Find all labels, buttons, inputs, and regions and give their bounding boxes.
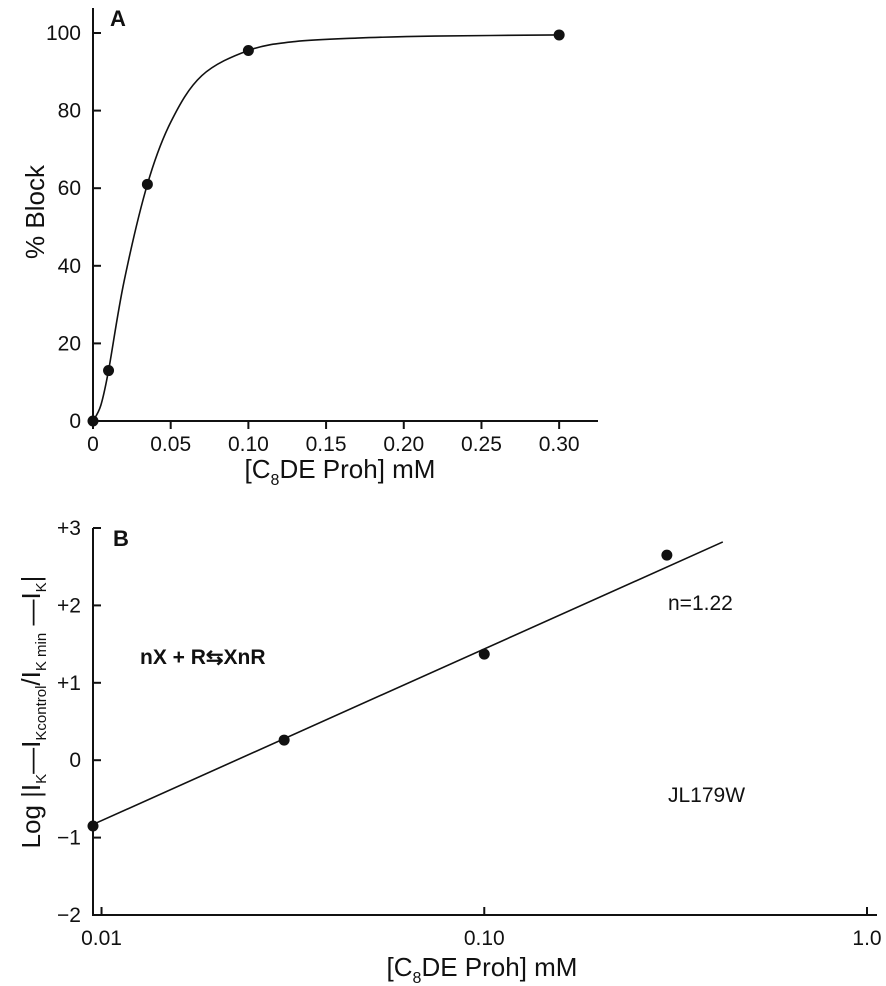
panel-a-x-tick-label: 0.15	[306, 433, 347, 456]
panel-b-axes	[92, 528, 877, 916]
panel-a-x-tick-label: 0.10	[228, 433, 269, 456]
reaction-equation: nX + R⇆XnR	[140, 646, 266, 669]
panel-b-label: B	[113, 526, 129, 551]
panel-a-data-point	[87, 415, 99, 427]
panel-a-points	[87, 29, 565, 427]
panel-a-y-tick-label: 100	[46, 22, 81, 45]
panel-b-data-point	[478, 648, 490, 660]
panel-b-y-tick-label: +2	[57, 594, 81, 617]
panel-a-data-point	[103, 365, 115, 377]
panel-a-y-tick-label: 80	[58, 100, 81, 123]
panel-b-y-tick-label: +1	[57, 672, 81, 695]
panel-a-y-tick-label: 20	[58, 332, 81, 355]
panel-b-x-ticks: 0.01 0.10 1.0	[81, 907, 882, 950]
panel-b-points	[87, 549, 673, 832]
panel-b: B 0.01 0.10 1.0 −2 −1 0 +1 +2 +3 nX + R⇆XnR n=1…	[16, 517, 882, 986]
panel-b-y-tick-label: 0	[69, 749, 81, 772]
panel-b-y-tick-label: +3	[57, 517, 81, 540]
panel-a-y-tick-label: 60	[58, 177, 81, 200]
panel-a-fit-curve	[92, 34, 560, 422]
panel-b-y-axis-label: Log |IK—IKcontrol/IK min —IK|	[16, 576, 50, 849]
panel-a-y-axis-label: % Block	[20, 164, 50, 259]
slope-annotation: n=1.22	[668, 592, 733, 615]
panel-a-x-tick-label: 0	[87, 433, 99, 456]
experiment-id: JL179W	[668, 784, 745, 807]
panel-b-y-tick-label: −1	[57, 827, 81, 850]
panel-a-y-tick-label: 40	[58, 255, 81, 278]
panel-a-x-tick-label: 0.20	[383, 433, 424, 456]
panel-a-data-point	[242, 44, 254, 56]
panel-b-data-point	[661, 549, 673, 561]
panel-b-fit-line	[92, 541, 724, 826]
panel-a-x-tick-label: 0.30	[539, 433, 580, 456]
panel-a-x-tick-label: 0.25	[461, 433, 502, 456]
panel-b-data-point	[278, 734, 290, 746]
panel-a-y-tick-label: 0	[69, 410, 81, 433]
panel-a-x-axis-label: [C8DE Proh] mM	[245, 454, 436, 489]
panel-a-y-ticks: 0 20 40 60 80 100	[46, 22, 101, 433]
panel-b-x-axis-label: [C8DE Proh] mM	[387, 952, 578, 986]
panel-a-data-point	[141, 178, 153, 190]
panel-a-x-ticks: 0 0.05 0.10 0.15 0.20 0.25 0.30	[87, 421, 580, 456]
panel-a-data-point	[553, 29, 565, 41]
panel-a-axes	[92, 8, 598, 422]
panel-b-y-tick-label: −2	[57, 904, 81, 927]
panel-a-x-tick-label: 0.05	[150, 433, 191, 456]
panel-b-x-tick-label: 1.0	[852, 927, 881, 950]
panel-b-x-tick-label: 0.10	[464, 927, 505, 950]
panel-a-label: A	[110, 6, 126, 31]
panel-a: A 0 0.05 0.10 0.15 0.20 0.25 0.30 0 20 40 60 80 100…	[20, 6, 598, 489]
panel-b-data-point	[87, 820, 99, 832]
panel-b-y-ticks: −2 −1 0 +1 +2 +3	[57, 517, 101, 927]
panel-b-x-tick-label: 0.01	[81, 927, 122, 950]
